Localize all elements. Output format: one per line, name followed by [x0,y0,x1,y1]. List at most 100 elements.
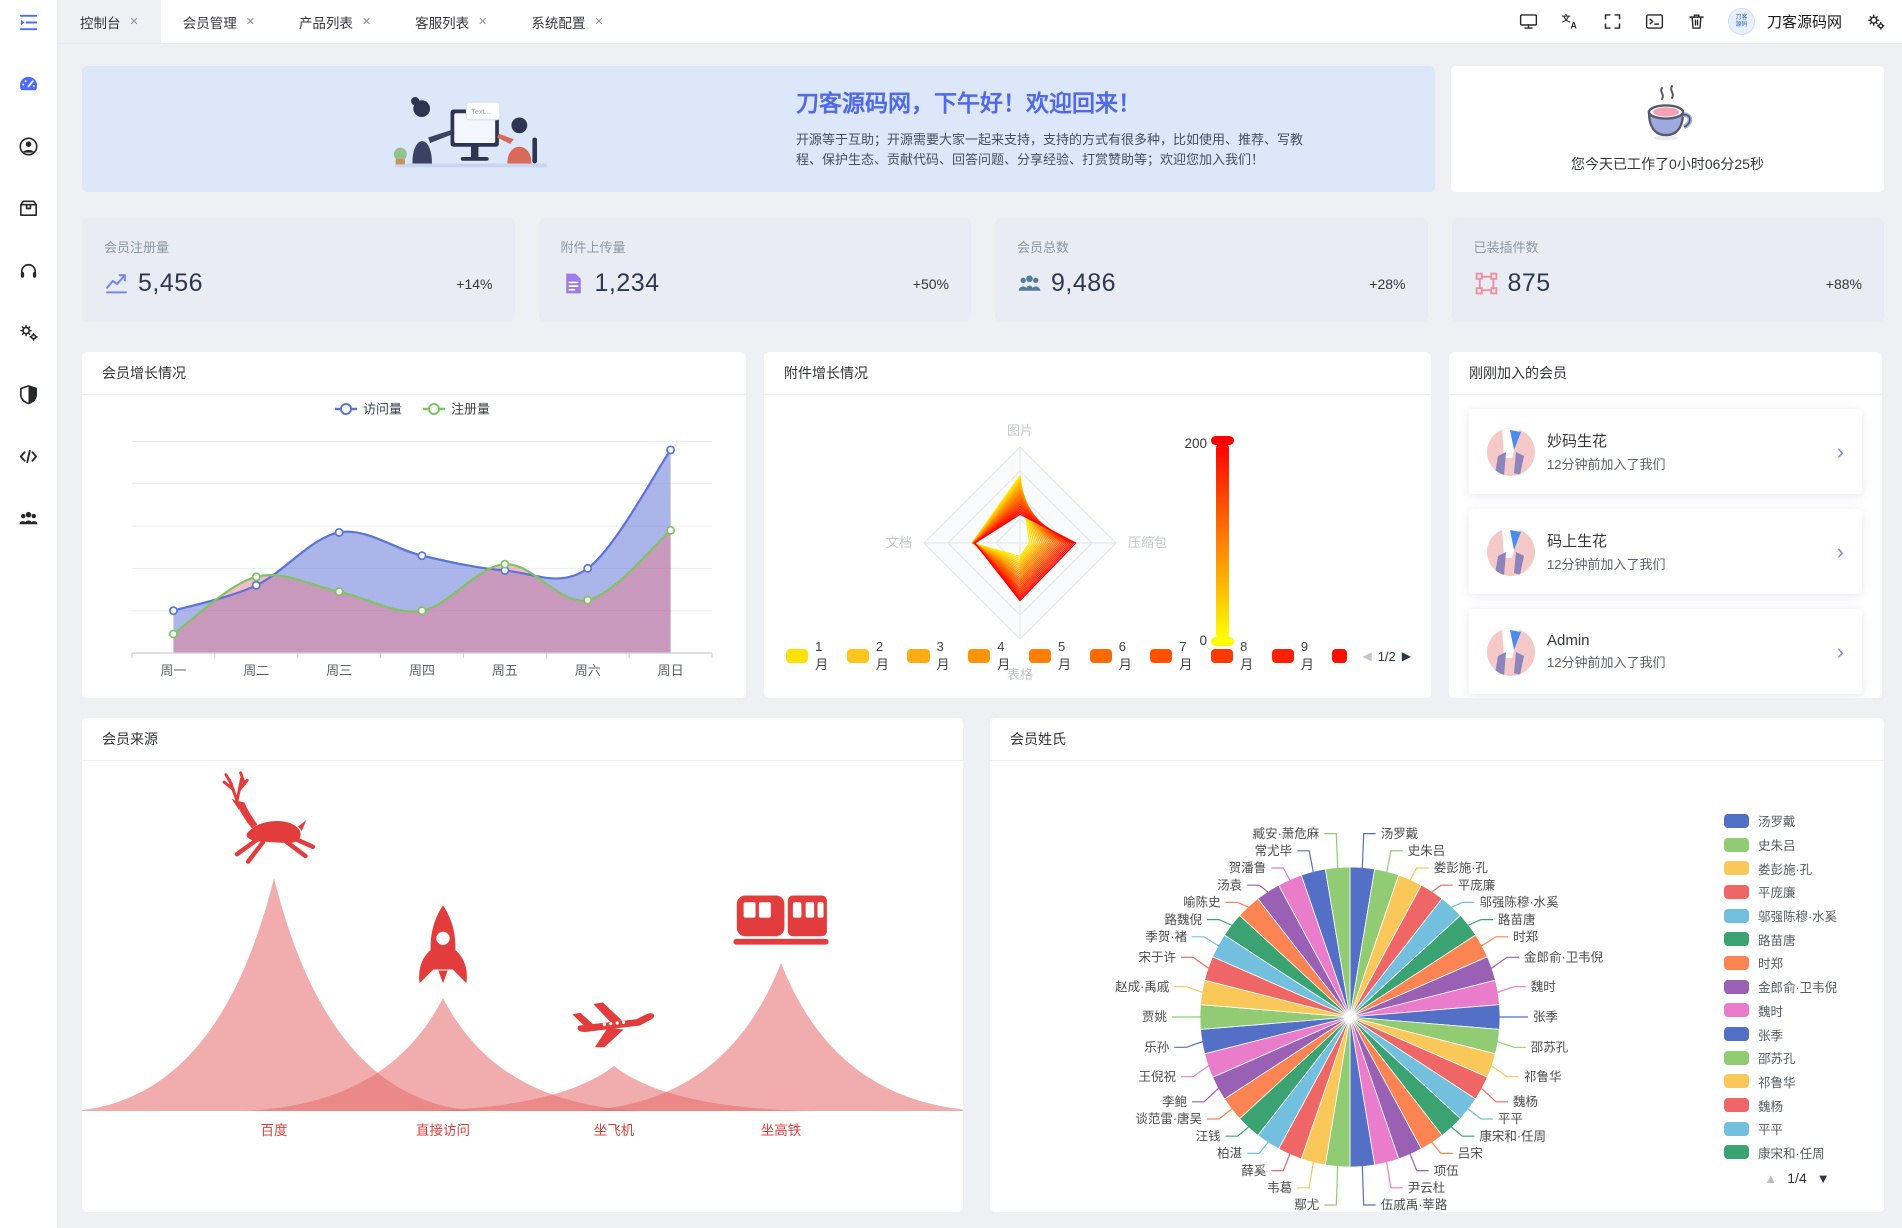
radar-legend-item[interactable]: 3月 [907,639,955,673]
translate-icon[interactable]: 文 A [1560,11,1581,32]
tab-service-list[interactable]: 客服列表 ✕ [393,0,509,43]
sidebar-item-code[interactable] [11,438,47,474]
welcome-banner: Text... 刀客源码网，下午好！欢迎回来！ 开源等于互助；开源需要 [82,66,1435,192]
svg-text:伍戚禹·莘路: 伍戚禹·莘路 [1381,1197,1448,1212]
plane-icon [572,1002,655,1048]
surname-legend-item[interactable]: 张季 [1724,1022,1870,1046]
surname-legend-item[interactable]: 魏杨 [1724,1093,1870,1117]
trend-chart-icon [106,274,127,294]
surname-legend-item[interactable]: 祁鲁华 [1724,1070,1870,1094]
tab-close-icon[interactable]: ✕ [129,16,139,28]
train-icon [733,895,829,945]
pager-prev-icon[interactable]: ◀ [1362,649,1372,663]
surname-legend-item[interactable]: 汤罗戴 [1724,809,1870,833]
surname-legend-item[interactable]: 平平 [1724,1117,1870,1141]
member-surname-chart[interactable]: 汤罗戴 史朱吕 娄彭施·孔 平庞廉 邬强陈穆·水奚 路苗唐 时郑 金郎俞·卫韦倪 魏时 张季 邵苏孔… [990,761,1884,1212]
site-name[interactable]: 刀客源码网 [1766,14,1842,31]
surname-legend-item[interactable]: 邬强陈穆·水奚 [1724,904,1870,928]
surname-legend-item[interactable]: 娄彭施·孔 [1724,856,1870,880]
surname-legend-item[interactable]: 康宋和·任周 [1724,1141,1870,1165]
surname-legend-item[interactable]: 魏时 [1724,999,1870,1023]
radar-legend-item[interactable]: 6月 [1089,639,1138,673]
surname-legend-item[interactable]: 邵苏孔 [1724,1046,1870,1070]
svg-text:周三: 周三 [326,663,352,678]
surname-legend-item[interactable]: 平庞廉 [1724,880,1870,904]
member-name: 码上生花 [1547,533,1608,550]
users-group-icon [19,511,38,524]
site-logo[interactable]: 刀客 源码 [1727,8,1755,35]
coffee-cup-icon [1647,85,1692,141]
chevron-right-icon[interactable]: › [1836,638,1844,664]
radar-legend-item[interactable]: 4月 [968,639,1016,673]
tab-close-icon[interactable]: ✕ [594,16,604,28]
sidebar-item-products[interactable] [11,190,47,226]
radar-legend-item[interactable]: 1月 [786,639,834,673]
svg-text:时郑: 时郑 [1513,929,1539,944]
chevron-right-icon[interactable]: › [1836,438,1844,464]
svg-text:宋于许: 宋于许 [1138,950,1176,965]
radar-legend-item[interactable]: 9月 [1271,639,1320,673]
radar-legend-item[interactable] [1332,649,1348,663]
surname-legend-item[interactable]: 史朱吕 [1724,833,1870,857]
member-source-chart[interactable]: 百度 直接访问 坐飞机 坐高铁 [82,761,963,1212]
gears-icon [20,324,38,341]
surname-legend-item[interactable]: 时郑 [1724,951,1870,975]
member-join-time: 12分钟前加入了我们 [1547,655,1666,670]
sidebar-item-members[interactable] [11,128,47,164]
svg-text:文档: 文档 [886,535,912,550]
deer-icon [222,771,316,864]
tab-label: 客服列表 [415,15,470,31]
svg-text:王倪祝: 王倪祝 [1138,1070,1176,1084]
settings-gear-icon[interactable] [1865,11,1886,32]
svg-text:邬强陈穆·水奚: 邬强陈穆·水奚 [1479,895,1559,910]
tab-member-management[interactable]: 会员管理 ✕ [161,0,277,43]
tab-product-list[interactable]: 产品列表 ✕ [277,0,393,43]
terminal-icon[interactable] [1644,11,1665,32]
surname-legend-item[interactable]: 路苗唐 [1724,927,1870,951]
card-title: 会员来源 [82,718,963,761]
member-growth-chart[interactable]: 周一 周二 周三 周四 周五 周六 周日 访问量 注册量 [106,395,722,698]
fullscreen-icon[interactable] [1602,11,1623,32]
avatar [1487,527,1535,576]
svg-text:鄢尤: 鄢尤 [1294,1198,1319,1212]
sidebar-item-support[interactable] [11,252,47,288]
member-row[interactable]: Admin 12分钟前加入了我们 › [1469,609,1862,694]
tab-close-icon[interactable]: ✕ [478,16,488,28]
surname-legend-pager: ▲ 1/4 ▼ [1724,1170,1870,1186]
stat-delta: +14% [456,275,493,292]
radar-legend-item[interactable]: 5月 [1028,639,1077,673]
monitor-icon[interactable] [1518,11,1539,32]
radar-legend-label: 1月 [815,639,829,672]
stat-label: 会员注册量 [104,240,170,255]
attachment-growth-chart[interactable]: 图片 压缩包 表格 文档 200 0 [764,395,1431,698]
sidebar-collapse-icon[interactable] [11,4,47,40]
radar-legend-item[interactable]: 2月 [846,639,895,673]
surname-legend-item[interactable]: 金郎俞·卫韦倪 [1724,975,1870,999]
svg-text:表格: 表格 [1007,667,1033,682]
trash-icon[interactable] [1686,11,1707,32]
svg-text:喻陈史: 喻陈史 [1183,895,1221,910]
member-row[interactable]: 妙码生花 12分钟前加入了我们 › [1469,409,1862,494]
svg-text:祁鲁华: 祁鲁华 [1524,1069,1562,1084]
sidebar-item-system[interactable] [11,314,47,350]
sidebar-item-security[interactable] [11,376,47,412]
svg-text:韦葛: 韦葛 [1267,1181,1292,1195]
tab-system-config[interactable]: 系统配置 ✕ [509,0,625,43]
tab-console[interactable]: 控制台 ✕ [58,0,161,43]
pager-up-icon[interactable]: ▲ [1764,1170,1778,1186]
new-members-card: 刚刚加入的会员 [1449,352,1882,698]
stat-card-total-members: 会员总数 9,486 +28% [995,218,1428,322]
sidebar-item-dashboard[interactable] [11,66,47,102]
radar-legend-item[interactable]: 7月 [1150,639,1198,673]
tab-close-icon[interactable]: ✕ [361,16,372,28]
sidebar-item-community[interactable] [11,500,47,536]
tab-close-icon[interactable]: ✕ [245,16,255,28]
member-row[interactable]: 码上生花 12分钟前加入了我们 › [1469,509,1862,594]
radar-legend-item[interactable]: 8月 [1211,639,1259,673]
svg-text:百度: 百度 [261,1123,288,1138]
pager-next-icon[interactable]: ▶ [1401,649,1412,663]
chevron-right-icon[interactable]: › [1836,538,1844,564]
svg-text:季贺·褚: 季贺·褚 [1145,930,1187,944]
pager-down-icon[interactable]: ▼ [1816,1170,1830,1186]
